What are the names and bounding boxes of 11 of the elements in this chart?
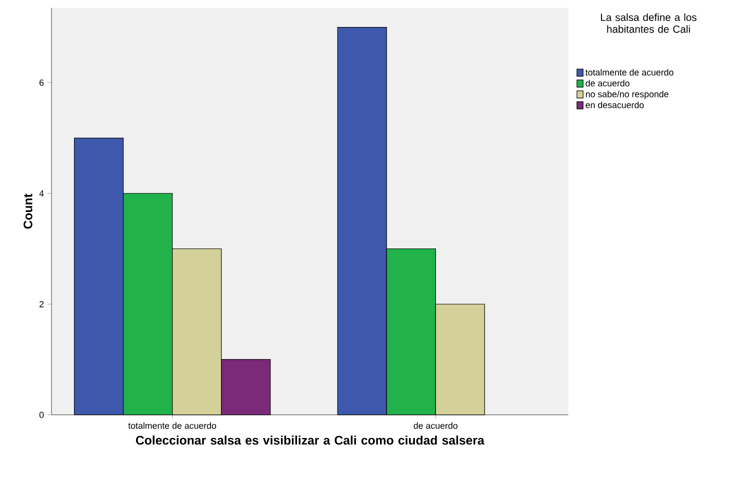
legend-label: no sabe/no responde xyxy=(586,90,668,99)
y-tick-label: 6 xyxy=(40,79,44,86)
y-tick-label: 0 xyxy=(39,412,44,418)
legend-label: en desacuerdo xyxy=(586,102,644,108)
y-tick-label: 2 xyxy=(40,300,44,308)
x-axis-title: Coleccionar salsa es visibilizar a Cali como ciudad salsera xyxy=(136,436,484,445)
legend-label: de acuerdo xyxy=(586,80,630,86)
legend-title: La salsa define a los habitantes de Cali xyxy=(601,13,696,33)
legend-label: totalmente de acuerdo xyxy=(586,68,674,76)
y-axis-title: Count xyxy=(24,194,32,229)
y-tick-label: 4 xyxy=(39,190,44,196)
